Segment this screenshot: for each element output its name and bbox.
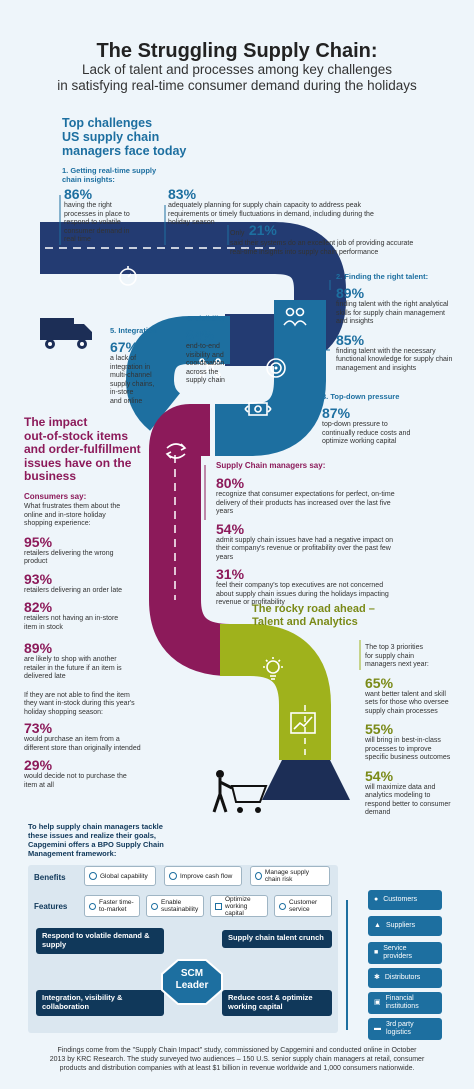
lightbulb-icon <box>262 656 284 682</box>
stakeholder-3pl: ▬ 3rd party logistics <box>368 1018 442 1040</box>
framework-talent-crunch: Supply chain talent crunch <box>222 930 332 948</box>
exchange-arrows-icon <box>163 438 189 464</box>
stakeholder-service-providers: ■ Service providers <box>368 942 442 964</box>
stakeholder-suppliers: ▲ Suppliers <box>368 916 442 936</box>
impact-heading: The impact out-of-stock items and order-… <box>24 415 141 483</box>
stakeholder-financial-institutions: ▣ Financial institutions <box>368 992 442 1014</box>
benefits-label: Benefits <box>34 873 66 882</box>
stat-priority-54: 54% will maximize data and analytics mod… <box>365 767 451 816</box>
framework-respond-demand: Respond to volatile demand & supply <box>36 928 164 954</box>
framework-integration: Integration, visibility & collaboration <box>36 990 164 1016</box>
stat-c2-89: 89% finding talent with the right analyt… <box>336 285 449 326</box>
priorities-section: The top 3 priorities for supply chain ma… <box>365 644 465 818</box>
feature-optimize-working-capital: Optimize working capital <box>210 895 268 917</box>
truck-small-icon: ▬ <box>374 1025 381 1032</box>
footer-note: Findings come from the "Supply Chain Imp… <box>49 1047 425 1072</box>
network-icon <box>198 356 222 380</box>
stat-c4-84: 84% end-to-end visibility and coordinati… <box>186 327 225 385</box>
stopwatch-icon <box>116 264 140 288</box>
feature-faster-time-to-market: Faster time-to-market <box>84 895 140 917</box>
benefit-manage-risk: Manage supply chain risk <box>250 866 330 886</box>
handshake-icon: ■ <box>374 949 379 956</box>
stat-c1-21: Only 21% said their systems do an excell… <box>230 222 414 256</box>
challenge-1: 1. Getting real-time supply chain insigh… <box>62 166 192 184</box>
stat-c1-83: 83% adequately planning for supply chain… <box>168 186 374 227</box>
headset-icon <box>279 902 286 910</box>
feature-enable-sustainability: Enable sustainability <box>146 895 204 917</box>
feature-customer-service: Customer service <box>274 895 332 917</box>
stat-manager-80: 80% recognize that consumer expectations… <box>216 475 395 516</box>
money-pressure-icon <box>244 398 272 420</box>
factory-icon: ▲ <box>374 922 381 929</box>
distribution-icon: ✱ <box>374 974 380 981</box>
scm-leader-badge: SCM Leader <box>160 958 224 1006</box>
managers-section: Supply Chain managers say: 80% recognize… <box>216 461 436 608</box>
road-segment-olive <box>220 624 331 760</box>
features-label: Features <box>34 902 68 911</box>
stat-manager-31: 31% feel their company's top executives … <box>216 566 389 607</box>
consumers-section: Consumers say: What frustrates them abou… <box>24 492 154 790</box>
stat-c2-85: 85% finding talent with the necessary fu… <box>336 331 453 372</box>
challenge-4: 4. Visibility 84% end-to-end visibility … <box>186 314 256 386</box>
stat-consumer-89: 89% are likely to shop with another reta… <box>24 640 122 681</box>
stat-priority-65: 65% want better talent and skill sets fo… <box>365 674 449 715</box>
truck-icon <box>38 314 94 352</box>
rocky-road-heading: The rocky road ahead – Talent and Analyt… <box>252 603 375 628</box>
dollar-icon <box>255 872 262 880</box>
top-challenges-heading: Top challenges US supply chain managers … <box>62 116 187 158</box>
stat-consumer-95: 95% retailers delivering the wrong produ… <box>24 533 114 565</box>
stat-consumer-73: 73% would purchase an item from a differ… <box>24 720 141 752</box>
challenge-1-title: 1. Getting real-time supply chain insigh… <box>62 166 157 184</box>
stat-priority-55: 55% will bring in best-in-class processe… <box>365 721 451 762</box>
stat-consumer-82: 82% retailers not having an in-store ite… <box>24 599 119 631</box>
bank-icon: ▣ <box>374 999 381 1006</box>
stakeholder-customers: ● Customers <box>368 890 442 910</box>
leaf-icon <box>151 902 158 910</box>
stakeholder-connector <box>346 900 348 1030</box>
talent-people-icon <box>282 305 308 329</box>
stakeholder-distributors: ✱ Distributors <box>368 968 442 988</box>
challenge-5: 5. Integration 67% a lack of integration… <box>110 326 180 406</box>
stat-c3-87: 87% top-down pressure to continually red… <box>322 405 411 446</box>
challenge-2: 2. Finding the right talent: 89% finding… <box>336 272 466 373</box>
page-title: The Struggling Supply Chain: <box>96 40 378 62</box>
road-segment-blue-loop <box>215 299 327 456</box>
target-icon <box>264 356 288 380</box>
stat-manager-54: 54% admit supply chain issues have had a… <box>216 520 394 561</box>
page-subtitle: Lack of talent and processes among key c… <box>57 62 417 93</box>
stat-consumer-29: 29% would decide not to purchase the ite… <box>24 757 127 789</box>
stat-c1-86: 86% having the right processes in place … <box>64 186 130 244</box>
clock-icon <box>89 902 96 910</box>
chart-trend-icon <box>290 712 316 734</box>
benefit-improve-cash-flow: Improve cash flow <box>164 866 242 886</box>
stat-consumer-93: 93% retailers delivering an order late <box>24 570 123 594</box>
framework-intro: To help supply chain managers tackle the… <box>28 822 164 858</box>
people-icon: ● <box>374 896 379 903</box>
bar-chart-icon <box>215 902 222 910</box>
stat-c5-67: 67% a lack of integration in multi-chann… <box>110 339 155 405</box>
shopper-cart-icon <box>210 768 270 816</box>
challenge-3: 3. Top-down pressure 87% top-down pressu… <box>322 392 462 447</box>
road-segment-blue-left <box>125 316 230 431</box>
framework-reduce-cost: Reduce cost & optimize working capital <box>222 990 332 1016</box>
road-segment-end <box>262 760 350 800</box>
benefit-global-capability: Global capability <box>84 866 156 886</box>
globe-icon <box>89 872 97 880</box>
cash-icon <box>169 872 177 880</box>
